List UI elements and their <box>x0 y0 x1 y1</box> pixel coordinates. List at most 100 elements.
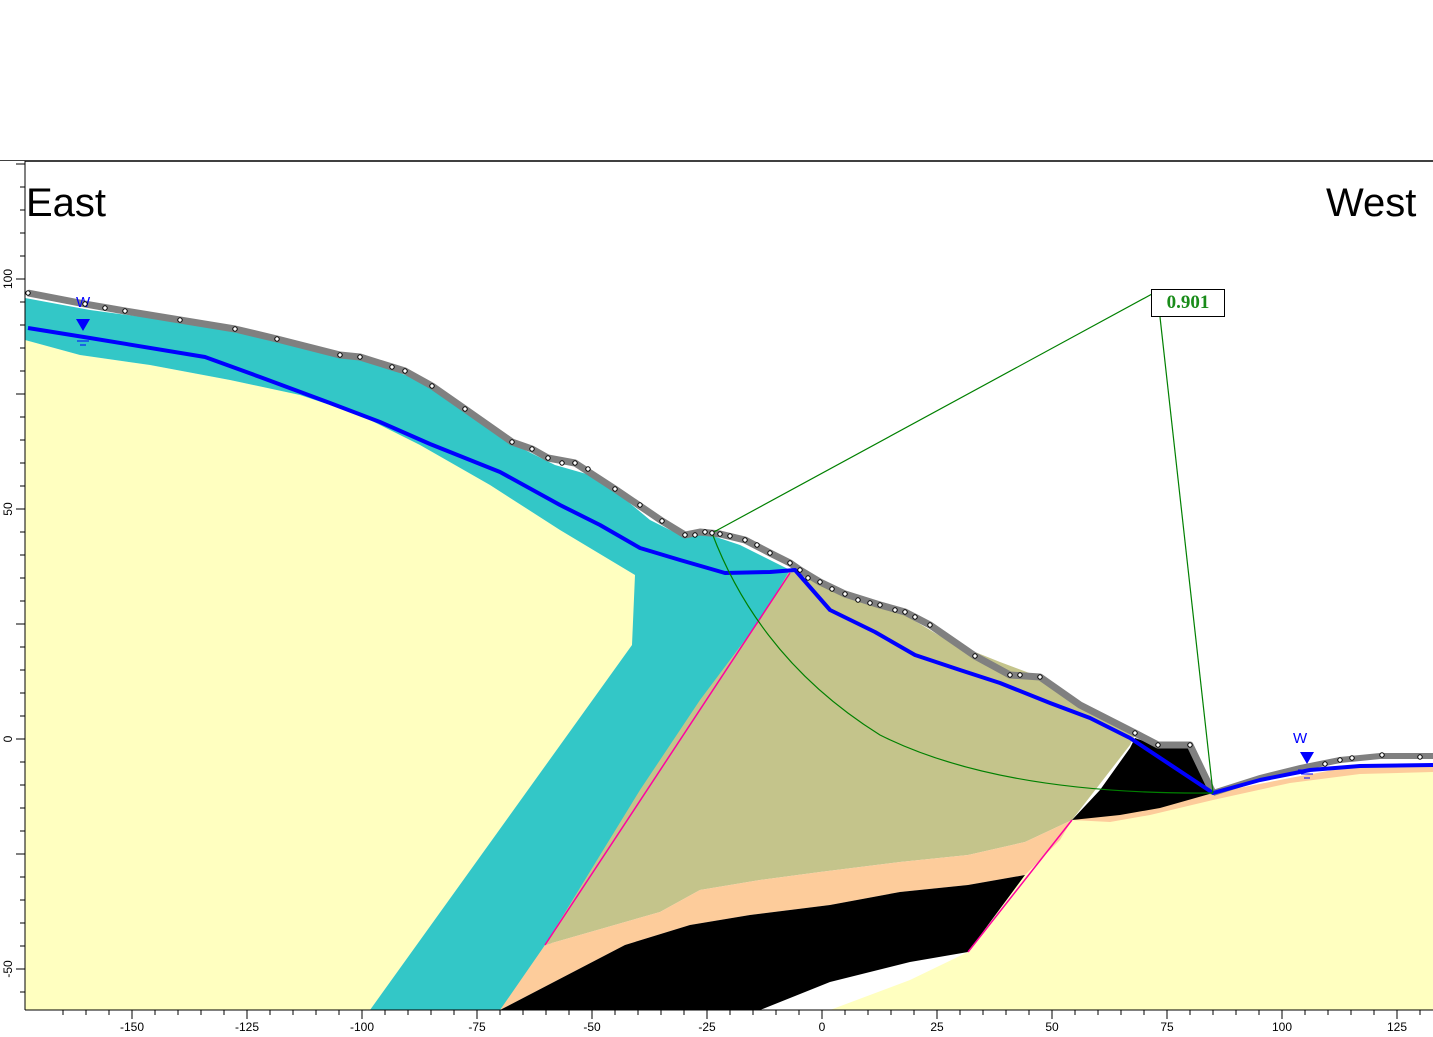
surface-vertex <box>1417 754 1423 760</box>
x-tick-label: -150 <box>120 1020 144 1034</box>
surface-vertex <box>402 368 408 374</box>
contact-line-right <box>967 819 1073 953</box>
water-marker-left: W <box>74 294 92 346</box>
surface-vertex <box>357 354 363 360</box>
x-tick-label: -125 <box>235 1020 259 1034</box>
peach-unit-right <box>1072 765 1433 822</box>
surface-vertex <box>855 597 861 603</box>
x-axis: -150 -125 -100 -75 -50 -25 0 25 50 75 100 125 <box>62 1010 1421 1034</box>
svg-text:W: W <box>1293 730 1308 747</box>
surface-vertex <box>797 567 803 573</box>
surface-vertex <box>717 531 723 537</box>
surface-vertex <box>1007 672 1013 678</box>
surface-vertex <box>82 301 88 307</box>
west-label: West <box>1326 181 1417 225</box>
ground-surface <box>27 289 1217 795</box>
slip-circle <box>711 532 1214 794</box>
surface-vertex <box>972 653 978 659</box>
surface-vertex <box>429 383 435 389</box>
surface-vertex <box>842 591 848 597</box>
x-axis-ruler <box>0 1010 1433 1037</box>
surface-vertex <box>805 575 811 581</box>
surface-vertex <box>572 460 578 466</box>
surface-vertex <box>1132 730 1138 736</box>
y-tick-label: 0 <box>1 735 15 742</box>
surface-vertex <box>1155 742 1161 748</box>
surface-vertex <box>912 614 918 620</box>
surface-vertex <box>637 502 643 508</box>
surface-vertex <box>659 518 665 524</box>
y-tick-label: 50 <box>1 502 15 516</box>
y-axis-ruler <box>0 161 25 1011</box>
y-tick-label: 100 <box>1 269 15 289</box>
surface-vertex <box>867 600 873 606</box>
surface-vertex <box>829 586 835 592</box>
x-tick-label: 100 <box>1272 1020 1292 1034</box>
x-tick-label: 25 <box>930 1020 944 1034</box>
surface-vertex <box>509 439 515 445</box>
surface-vertex <box>1349 755 1355 761</box>
surface-vertex <box>462 406 468 412</box>
water-table <box>27 326 1433 795</box>
bedrock-unit-left-lower <box>25 645 632 1010</box>
contact-line-left <box>544 572 791 946</box>
surface-vertex <box>1322 761 1328 767</box>
surface-vertex <box>787 560 793 566</box>
surface-vertex <box>274 336 280 342</box>
surface-vertex <box>709 530 715 536</box>
surface-vertices <box>25 290 1423 767</box>
surface-vertex <box>1187 742 1193 748</box>
surface-vertex <box>559 460 565 466</box>
surface-vertex <box>102 305 108 311</box>
x-tick-label: 125 <box>1387 1020 1407 1034</box>
east-label: East <box>26 181 107 225</box>
surface-vertex <box>122 308 128 314</box>
x-tick-label: -25 <box>698 1020 716 1034</box>
black-unit-lower <box>500 875 1025 1010</box>
surface-vertex <box>585 466 591 472</box>
surface-vertex <box>702 529 708 535</box>
surface-vertex <box>682 532 688 538</box>
x-tick-label: 75 <box>1160 1020 1174 1034</box>
surface-vertex <box>337 352 343 358</box>
bedrock-unit <box>25 340 635 645</box>
x-tick-label: -100 <box>350 1020 374 1034</box>
fos-leader-right <box>1159 316 1214 794</box>
y-tick-label: -50 <box>1 960 15 978</box>
plot-area: W W <box>25 289 1433 1010</box>
surface-vertex <box>545 455 551 461</box>
surface-vertex <box>877 602 883 608</box>
surface-vertex <box>232 326 238 332</box>
surface-vertex <box>727 533 733 539</box>
surface-vertex <box>767 550 773 556</box>
cyan-unit <box>25 298 790 1010</box>
surface-vertex <box>25 290 31 296</box>
surface-vertex <box>742 537 748 543</box>
x-tick-label: 50 <box>1045 1020 1059 1034</box>
water-marker-right: W <box>1293 730 1316 779</box>
x-tick-label: -75 <box>468 1020 486 1034</box>
surface-vertex <box>927 622 933 628</box>
surface-vertex <box>1337 757 1343 763</box>
factor-of-safety-label: 0.901 <box>1151 289 1225 317</box>
surface-vertex <box>529 446 535 452</box>
y-axis: 100 50 0 -50 <box>1 163 25 993</box>
surface-vertex <box>1379 752 1385 758</box>
surface-vertex <box>817 579 823 585</box>
surface-vertex <box>389 364 395 370</box>
surface-vertex <box>612 486 618 492</box>
surface-vertex <box>1037 674 1043 680</box>
surface-vertex <box>902 609 908 615</box>
surface-vertex <box>754 542 760 548</box>
bedrock-unit-right <box>830 770 1433 1010</box>
peach-unit-middle <box>500 820 1072 1010</box>
black-unit-toe <box>1072 738 1213 820</box>
x-tick-label: -50 <box>583 1020 601 1034</box>
x-tick-label: 0 <box>819 1020 826 1034</box>
fos-leader-left <box>711 293 1153 534</box>
surface-vertex <box>692 532 698 538</box>
surface-vertex <box>892 607 898 613</box>
surface-vertex <box>1017 672 1023 678</box>
surface-vertex <box>177 317 183 323</box>
